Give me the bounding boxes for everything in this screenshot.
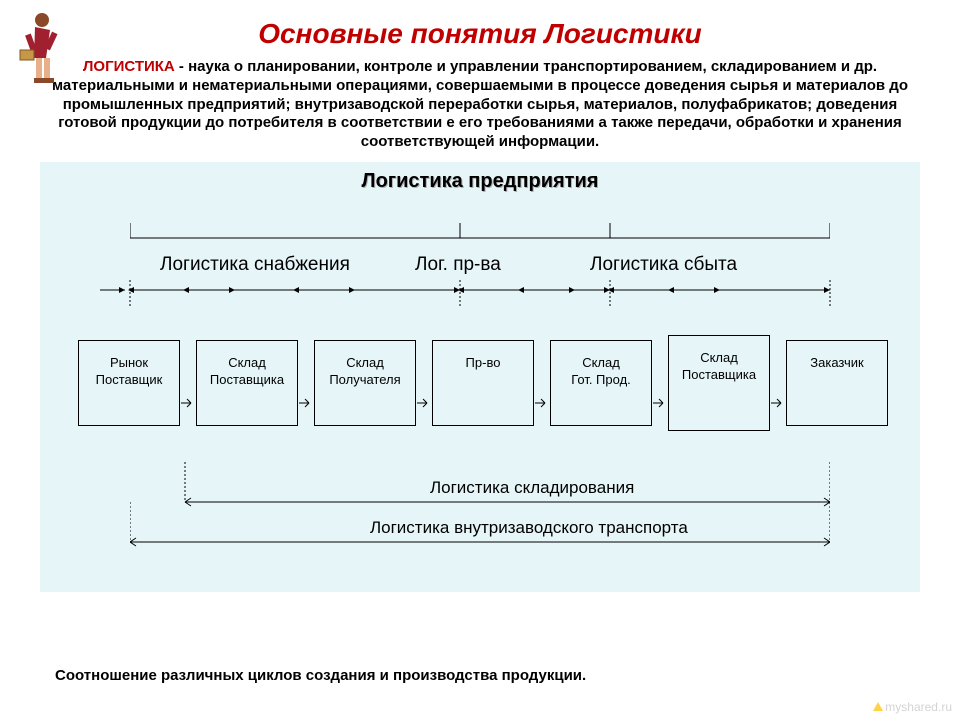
box-line1: Пр-во bbox=[433, 355, 533, 372]
box-line1: Рынок bbox=[79, 355, 179, 372]
box-line1: Склад bbox=[551, 355, 651, 372]
box-customer: Заказчик bbox=[786, 340, 888, 426]
arrow-icon bbox=[771, 398, 785, 408]
arrow-icon bbox=[535, 398, 549, 408]
box-line1: Склад bbox=[197, 355, 297, 372]
box-line1: Склад bbox=[315, 355, 415, 372]
box-line1: Заказчик bbox=[787, 355, 887, 372]
box-line2: Поставщик bbox=[79, 372, 179, 389]
lower-spans: Логистика складирования Логистика внутри… bbox=[130, 462, 830, 552]
box-supplier-warehouse-2: Склад Поставщика bbox=[668, 335, 770, 431]
box-line1: Склад bbox=[669, 350, 769, 367]
boxes-row: Рынок Поставщик Склад Поставщика Склад П… bbox=[78, 340, 888, 428]
section-arrows bbox=[80, 280, 900, 308]
arrow-icon bbox=[653, 398, 667, 408]
label-supply: Логистика снабжения bbox=[160, 254, 350, 276]
watermark: myshared.ru bbox=[873, 700, 952, 714]
arrow-icon bbox=[181, 398, 195, 408]
box-finished-goods-warehouse: Склад Гот. Прод. bbox=[550, 340, 652, 426]
box-line2: Поставщика bbox=[197, 372, 297, 389]
definition-text: ЛОГИСТИКА - наука о планировании, контро… bbox=[0, 50, 960, 162]
definition-lead: ЛОГИСТИКА bbox=[83, 58, 175, 75]
diagram-title: Логистика предприятия bbox=[40, 162, 920, 193]
box-market-supplier: Рынок Поставщик bbox=[78, 340, 180, 426]
watermark-text: myshared.ru bbox=[885, 700, 952, 714]
page-title: Основные понятия Логистики bbox=[0, 0, 960, 50]
label-warehousing: Логистика складирования bbox=[430, 478, 634, 498]
box-line2: Получателя bbox=[315, 372, 415, 389]
arrow-icon bbox=[299, 398, 313, 408]
box-production: Пр-во bbox=[432, 340, 534, 426]
label-internal-transport: Логистика внутризаводского транспорта bbox=[370, 518, 688, 538]
decorative-figure-icon bbox=[10, 10, 70, 90]
arrow-icon bbox=[417, 398, 431, 408]
diagram-panel: Логистика предприятия Логистика снабжени… bbox=[40, 162, 920, 592]
upper-range-ruler bbox=[130, 218, 830, 248]
label-sales: Логистика сбыта bbox=[590, 254, 737, 276]
box-supplier-warehouse: Склад Поставщика bbox=[196, 340, 298, 426]
box-line2: Гот. Прод. bbox=[551, 372, 651, 389]
definition-body: - наука о планировании, контроле и управ… bbox=[52, 58, 908, 150]
box-line2: Поставщика bbox=[669, 367, 769, 384]
box-receiver-warehouse: Склад Получателя bbox=[314, 340, 416, 426]
watermark-triangle-icon bbox=[873, 702, 883, 711]
label-production: Лог. пр-ва bbox=[415, 254, 501, 276]
caption: Соотношение различных циклов создания и … bbox=[55, 667, 586, 684]
